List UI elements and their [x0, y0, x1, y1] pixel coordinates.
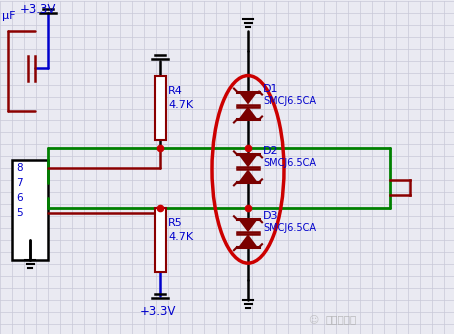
Text: 7: 7 [16, 178, 23, 188]
Text: SMCJ6.5CA: SMCJ6.5CA [263, 158, 316, 168]
Text: R5: R5 [168, 218, 183, 228]
Text: D1: D1 [263, 84, 278, 94]
Text: 4.7K: 4.7K [168, 100, 193, 110]
Text: 4.7K: 4.7K [168, 232, 193, 242]
Text: SMCJ6.5CA: SMCJ6.5CA [263, 96, 316, 106]
Polygon shape [238, 169, 258, 182]
Text: D2: D2 [263, 146, 279, 156]
Bar [154, 208, 166, 272]
Text: 6: 6 [16, 193, 23, 203]
Polygon shape [238, 154, 258, 167]
Polygon shape [238, 234, 258, 247]
Text: SMCJ6.5CA: SMCJ6.5CA [263, 223, 316, 233]
Text: +3.3V: +3.3V [20, 3, 56, 16]
Bar [12, 160, 48, 260]
Text: +3.3V: +3.3V [140, 305, 176, 318]
Text: 科技老须重: 科技老须重 [325, 314, 356, 324]
Bar [154, 75, 166, 140]
Text: ☺: ☺ [308, 314, 318, 324]
Text: 5: 5 [16, 208, 23, 218]
Text: D3: D3 [263, 211, 278, 221]
Text: R4: R4 [168, 86, 183, 96]
Text: μF: μF [2, 11, 15, 21]
Polygon shape [238, 107, 258, 120]
Polygon shape [238, 92, 258, 105]
Text: 8: 8 [16, 163, 23, 173]
Polygon shape [238, 219, 258, 232]
